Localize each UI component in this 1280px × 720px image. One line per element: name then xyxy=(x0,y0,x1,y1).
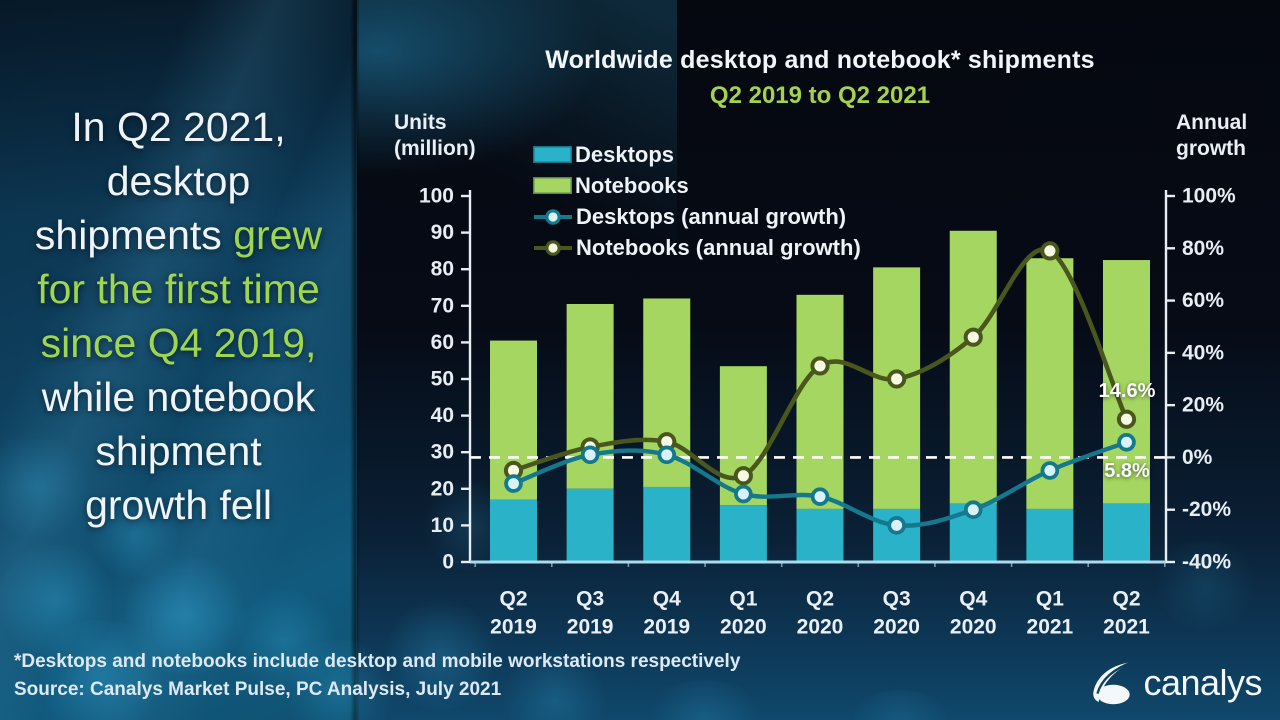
legend-label: Desktops xyxy=(575,141,675,167)
legend-swatch xyxy=(533,177,572,194)
headline-text: In Q2 2021, xyxy=(71,104,286,150)
headline-line: In Q2 2021, xyxy=(0,100,357,154)
left-axis-title-line2: (million) xyxy=(394,137,476,160)
right-axis-title: Annual growth xyxy=(1176,110,1247,162)
canalys-logo-icon xyxy=(1089,660,1136,706)
headline-line: growth fell xyxy=(0,478,357,532)
left-panel-light-streak xyxy=(0,0,357,720)
headline: In Q2 2021, desktop shipments grew for the … xyxy=(0,100,357,532)
headline-line: shipments grew xyxy=(0,208,357,262)
headline-line: for the first time xyxy=(0,262,357,316)
right-axis-title-line2: growth xyxy=(1176,137,1246,160)
headline-text: while notebook xyxy=(41,374,316,420)
headline-text: grew xyxy=(233,212,323,258)
headline-line: shipment xyxy=(0,424,357,478)
panel-divider xyxy=(350,0,360,720)
headline-text: shipment xyxy=(95,428,262,474)
left-panel-background xyxy=(0,0,357,720)
legend-item-desktops-annual-growth: Desktops (annual growth) xyxy=(533,201,861,232)
legend-swatch xyxy=(533,146,572,163)
right-axis-title-line1: Annual xyxy=(1176,111,1248,134)
legend-item-notebooks: Notebooks xyxy=(533,170,861,201)
canalys-logo-text: canalys xyxy=(1143,662,1262,703)
headline-line: desktop xyxy=(0,154,357,208)
headline-line: while notebook xyxy=(0,370,357,424)
canalys-logo: canalys xyxy=(1089,660,1262,706)
legend-label: Notebooks xyxy=(575,172,689,198)
legend-line-sample xyxy=(534,208,572,225)
footnote: *Desktops and notebooks include desktop … xyxy=(14,651,741,672)
chart-subtitle: Q2 2019 to Q2 2021 xyxy=(709,82,931,109)
left-axis-title-line1: Units xyxy=(394,111,447,134)
legend-item-desktops: Desktops xyxy=(533,139,861,170)
left-axis-title: Units (million) xyxy=(394,110,476,162)
legend-label: Desktops (annual growth) xyxy=(576,203,847,229)
legend-line-sample xyxy=(534,239,572,256)
legend-item-notebooks-annual-growth: Notebooks (annual growth) xyxy=(533,232,861,263)
headline-text: for the first time xyxy=(37,266,320,312)
source-line: Source: Canalys Market Pulse, PC Analysi… xyxy=(14,679,502,700)
notebook-growth-value-label: 14.6% xyxy=(1098,380,1156,402)
desktop-growth-value-label: 5.8% xyxy=(1104,460,1150,482)
chart-title: Worldwide desktop and notebook* shipment… xyxy=(545,46,1095,74)
headline-line: since Q4 2019, xyxy=(0,316,357,370)
headline-text: shipments xyxy=(34,212,234,258)
headline-text: growth fell xyxy=(85,482,272,528)
legend-label: Notebooks (annual growth) xyxy=(576,234,861,260)
headline-text: since Q4 2019, xyxy=(40,320,317,366)
legend: Desktops Notebooks Desktops (annual growth… xyxy=(533,139,861,263)
headline-text: desktop xyxy=(106,158,251,204)
